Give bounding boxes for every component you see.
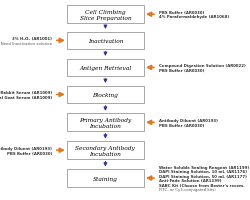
Text: PBS Buffer (AR0030): PBS Buffer (AR0030) bbox=[158, 11, 203, 15]
Text: Water Soluble Sealing Reagent (AR1199): Water Soluble Sealing Reagent (AR1199) bbox=[158, 165, 248, 169]
Text: Inactivation: Inactivation bbox=[87, 39, 123, 44]
Text: 3% H₂O₂ (AR1001): 3% H₂O₂ (AR1001) bbox=[12, 37, 52, 41]
Text: FITC- or Cy3-conjugated kits): FITC- or Cy3-conjugated kits) bbox=[158, 187, 215, 191]
Text: DAPI Staining Solution, 10 mL (AR1176): DAPI Staining Solution, 10 mL (AR1176) bbox=[158, 170, 246, 174]
FancyBboxPatch shape bbox=[66, 32, 144, 50]
FancyBboxPatch shape bbox=[66, 59, 144, 77]
Text: Note: Need Inactivation solution: Note: Need Inactivation solution bbox=[0, 42, 52, 46]
Text: PBS Buffer (AR0030): PBS Buffer (AR0030) bbox=[7, 151, 52, 155]
Text: Antibody Diluent (AR0193): Antibody Diluent (AR0193) bbox=[158, 119, 217, 122]
Text: PBS Buffer (AR0030): PBS Buffer (AR0030) bbox=[158, 68, 203, 72]
Text: Secondary Antibody
Incubation: Secondary Antibody Incubation bbox=[75, 145, 135, 156]
Text: SABC Kit (Choose from Boster's recom.: SABC Kit (Choose from Boster's recom. bbox=[158, 183, 244, 187]
Text: Normal Rabbit Serum (AR1009): Normal Rabbit Serum (AR1009) bbox=[0, 91, 52, 95]
Text: 4% Paraformaldehyde (AR1068): 4% Paraformaldehyde (AR1068) bbox=[158, 15, 228, 19]
Text: PBS Buffer (AR0030): PBS Buffer (AR0030) bbox=[158, 123, 203, 127]
Text: Antibody Diluent (AR0193): Antibody Diluent (AR0193) bbox=[0, 146, 52, 150]
FancyBboxPatch shape bbox=[66, 142, 144, 159]
FancyBboxPatch shape bbox=[66, 114, 144, 132]
Text: Compound Digestion Solution (AR0022): Compound Digestion Solution (AR0022) bbox=[158, 64, 245, 68]
Text: Cell Climbing
Slice Preparation: Cell Climbing Slice Preparation bbox=[79, 10, 131, 20]
Text: DAPI Staining Solution, 50 mL (AR1177): DAPI Staining Solution, 50 mL (AR1177) bbox=[158, 174, 246, 178]
Text: Staining: Staining bbox=[92, 176, 118, 181]
Text: Normal Goat Serum (AR1009): Normal Goat Serum (AR1009) bbox=[0, 95, 52, 99]
Text: Anti-Fade Solution (AR1199): Anti-Fade Solution (AR1199) bbox=[158, 178, 220, 182]
Text: Blocking: Blocking bbox=[92, 92, 118, 97]
FancyBboxPatch shape bbox=[66, 86, 144, 104]
FancyBboxPatch shape bbox=[66, 6, 144, 24]
Text: Primary Antibody
Incubation: Primary Antibody Incubation bbox=[79, 117, 131, 128]
FancyBboxPatch shape bbox=[66, 169, 144, 187]
Text: Antigen Retrieval: Antigen Retrieval bbox=[79, 66, 131, 71]
